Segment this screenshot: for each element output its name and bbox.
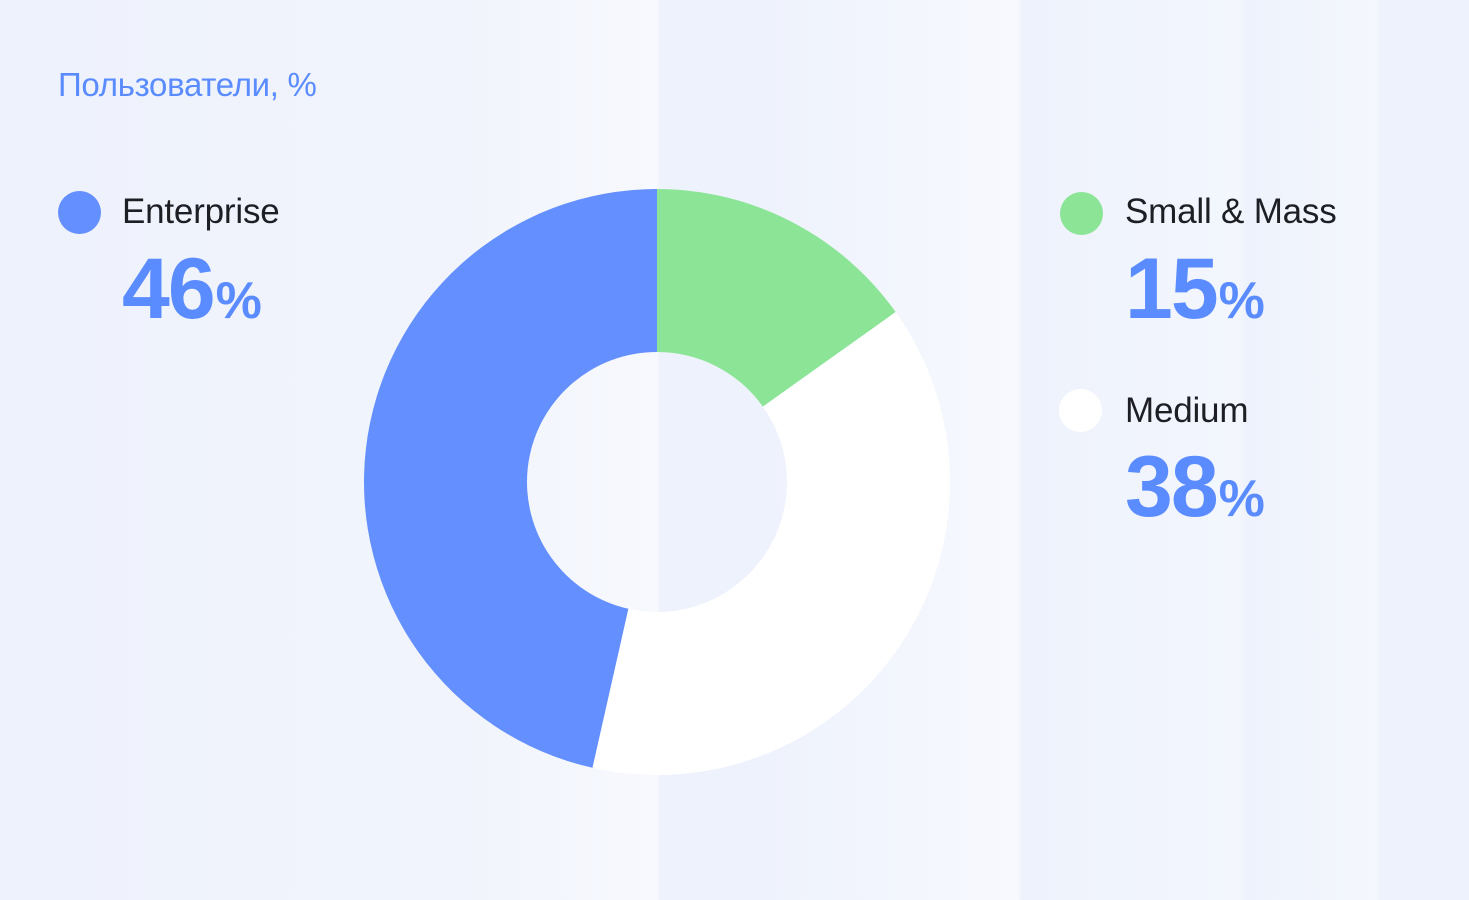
legend-label-small-mass: Small & Mass: [1125, 192, 1337, 231]
donut-slice-small-mass: [657, 189, 896, 407]
legend-value-medium: 38%: [1125, 444, 1265, 530]
legend-value-unit: %: [1218, 470, 1265, 528]
legend-label-medium: Medium: [1125, 391, 1249, 430]
donut-slice-medium: [592, 312, 950, 775]
legend-value-number: 46: [122, 241, 216, 337]
chart-title: Пользователи, %: [58, 66, 317, 103]
legend-value-number: 15: [1125, 241, 1219, 337]
legend-value-number: 38: [1125, 439, 1219, 535]
legend-dot-medium: [1059, 389, 1102, 432]
legend-dot-small-mass: [1060, 192, 1103, 235]
donut-slice-enterprise: [364, 189, 657, 768]
legend-value-enterprise: 46%: [122, 246, 262, 332]
legend-dot-enterprise: [58, 191, 101, 234]
legend-value-unit: %: [215, 272, 262, 330]
legend-value-small-mass: 15%: [1125, 246, 1265, 332]
legend-label-enterprise: Enterprise: [122, 192, 280, 231]
legend-value-unit: %: [1218, 272, 1265, 330]
